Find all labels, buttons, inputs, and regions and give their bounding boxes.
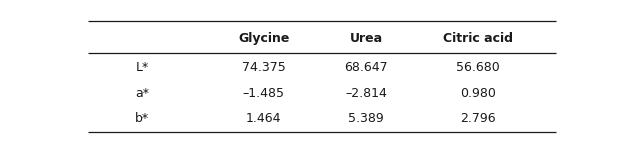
Text: Citric acid: Citric acid: [443, 32, 513, 45]
Text: a*: a*: [135, 87, 149, 100]
Text: 68.647: 68.647: [345, 61, 388, 74]
Text: 0.980: 0.980: [460, 87, 496, 100]
Text: –2.814: –2.814: [345, 87, 387, 100]
Text: L*: L*: [135, 61, 148, 74]
Text: 1.464: 1.464: [246, 112, 282, 125]
Text: –1.485: –1.485: [243, 87, 285, 100]
Text: 74.375: 74.375: [242, 61, 286, 74]
Text: Glycine: Glycine: [238, 32, 289, 45]
Text: b*: b*: [135, 112, 149, 125]
Text: Urea: Urea: [350, 32, 383, 45]
Text: 56.680: 56.680: [457, 61, 500, 74]
Text: 2.796: 2.796: [460, 112, 496, 125]
Text: 5.389: 5.389: [348, 112, 384, 125]
